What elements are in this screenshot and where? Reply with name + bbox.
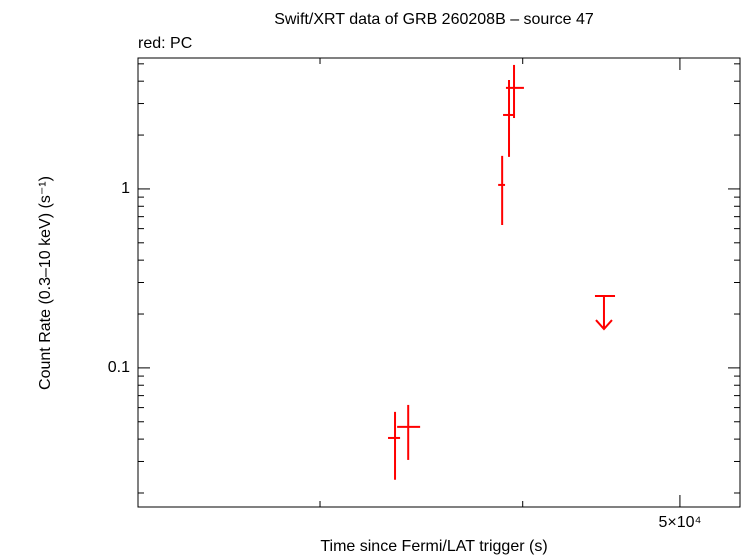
chart-title: Swift/XRT data of GRB 260208B – source 4… [274,11,594,28]
y-tick-label: 0.1 [108,359,130,376]
chart-subtitle: red: PC [138,35,192,52]
upper-limit-arrow [595,296,613,331]
y-axis-label: Count Rate (0.3–10 keV) (s⁻¹) [37,176,54,390]
x-axis-label: Time since Fermi/LAT trigger (s) [320,538,547,555]
x-tick-label: 5×10⁴ [658,514,701,531]
y-tick-label: 1 [121,180,130,197]
plot-frame [137,57,741,508]
